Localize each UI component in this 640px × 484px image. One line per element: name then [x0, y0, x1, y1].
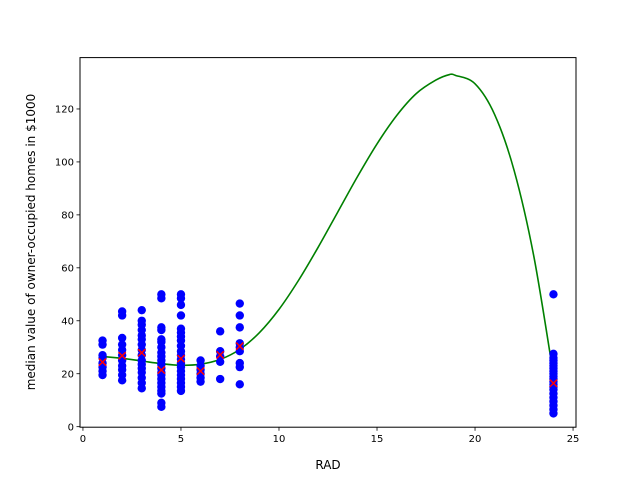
y-tick-label: 60 — [61, 263, 74, 274]
data-point — [235, 358, 244, 368]
y-axis-ticks: 0 20 40 60 80 100 120 — [55, 105, 80, 433]
mean-marker — [176, 354, 186, 363]
data-point — [157, 335, 166, 344]
x-tick-label: 0 — [80, 434, 86, 445]
y-tick-label: 120 — [55, 105, 74, 116]
mean-marker — [549, 379, 558, 388]
mean-marker — [157, 365, 166, 375]
x-tick-label: 5 — [178, 434, 184, 445]
data-point — [176, 311, 186, 320]
data-point — [176, 300, 186, 310]
data-point — [196, 356, 205, 365]
mean-marker — [216, 350, 225, 360]
x-tick-label: 25 — [567, 434, 580, 445]
data-point — [235, 323, 244, 332]
data-point — [176, 324, 186, 333]
y-tick-label: 0 — [68, 422, 74, 433]
mean-marker — [137, 348, 146, 357]
data-point — [117, 333, 127, 343]
y-axis-label: median value of owner-occupied homes in … — [24, 94, 38, 391]
y-tick-label: 100 — [55, 158, 74, 169]
data-point — [215, 374, 225, 384]
x-tick-label: 20 — [469, 434, 482, 445]
data-point — [235, 380, 244, 389]
y-tick-label: 80 — [61, 210, 74, 221]
data-point — [157, 323, 166, 332]
x-tick-label: 10 — [273, 434, 286, 445]
mean-marker — [118, 351, 127, 360]
data-point — [117, 307, 127, 316]
x-tick-label: 15 — [371, 434, 384, 445]
x-axis-label: RAD — [315, 458, 340, 472]
x-axis-ticks: 0 5 10 15 20 25 — [80, 427, 580, 445]
mean-markers-layer — [98, 342, 558, 388]
data-point — [137, 305, 146, 315]
mean-marker — [235, 342, 244, 351]
data-point — [98, 336, 107, 345]
data-point — [98, 350, 107, 360]
mean-marker — [196, 366, 205, 376]
data-point — [235, 311, 244, 320]
data-point — [215, 327, 225, 336]
data-point — [137, 316, 146, 325]
data-point — [235, 339, 244, 348]
data-point — [117, 340, 127, 349]
data-point — [549, 349, 558, 359]
data-point — [549, 290, 558, 299]
data-point — [235, 299, 244, 308]
data-point — [157, 398, 166, 408]
y-tick-label: 40 — [61, 316, 74, 327]
mean-marker — [98, 357, 107, 367]
plot-frame — [79, 57, 577, 428]
y-tick-label: 20 — [61, 369, 74, 380]
data-point — [157, 290, 166, 299]
data-point — [176, 290, 186, 299]
